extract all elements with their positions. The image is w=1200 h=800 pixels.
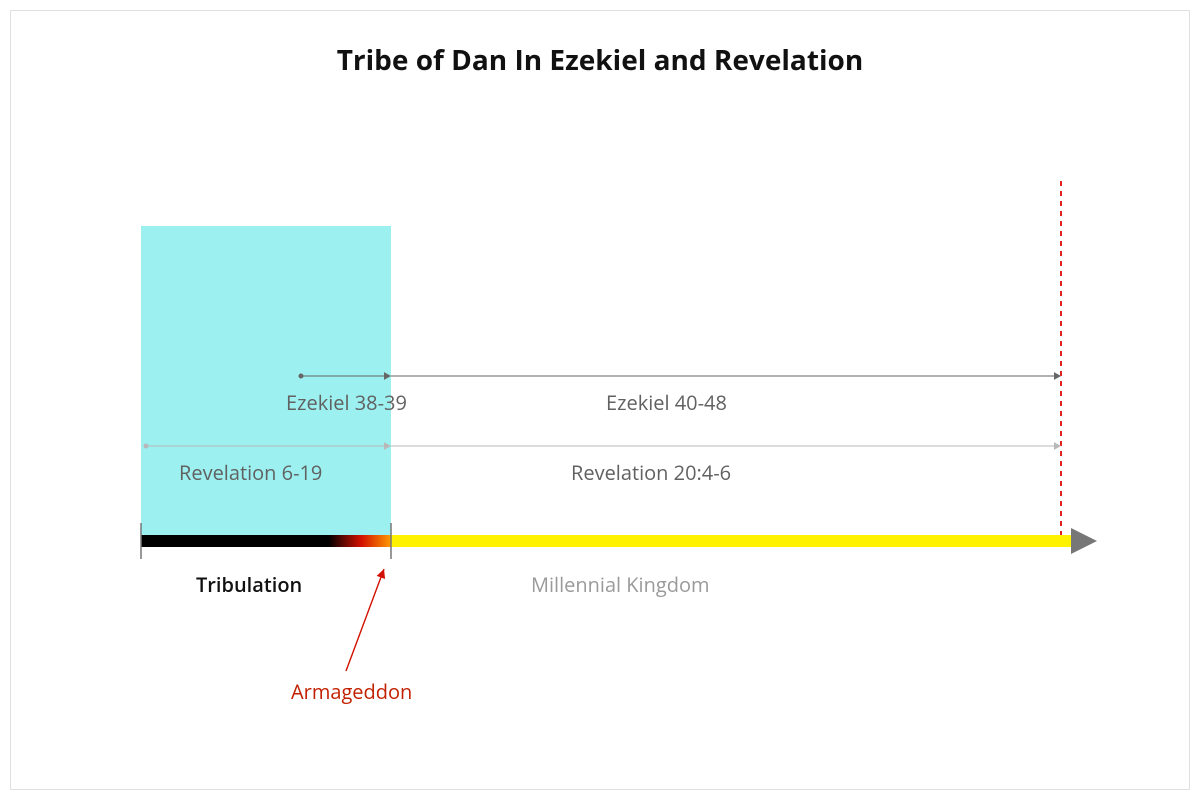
tribulation-label: Tribulation <box>196 571 302 598</box>
ezekiel-row <box>299 372 1062 380</box>
ezekiel-40-48-label: Ezekiel 40-48 <box>606 389 727 416</box>
diagram-svg <box>11 11 1189 789</box>
millennial-kingdom-label: Millennial Kingdom <box>531 571 710 598</box>
ezekiel-38-39-label: Ezekiel 38-39 <box>286 389 407 416</box>
diagram-frame: Tribe of Dan In Ezekiel and Revelation E… <box>10 10 1190 790</box>
revelation-6-19-label: Revelation 6-19 <box>179 459 322 486</box>
revelation-20-label: Revelation 20:4-6 <box>571 459 731 486</box>
armageddon-label: Armageddon <box>291 678 412 705</box>
armageddon-pointer <box>346 569 385 671</box>
tribulation-highlight-block <box>141 226 391 541</box>
